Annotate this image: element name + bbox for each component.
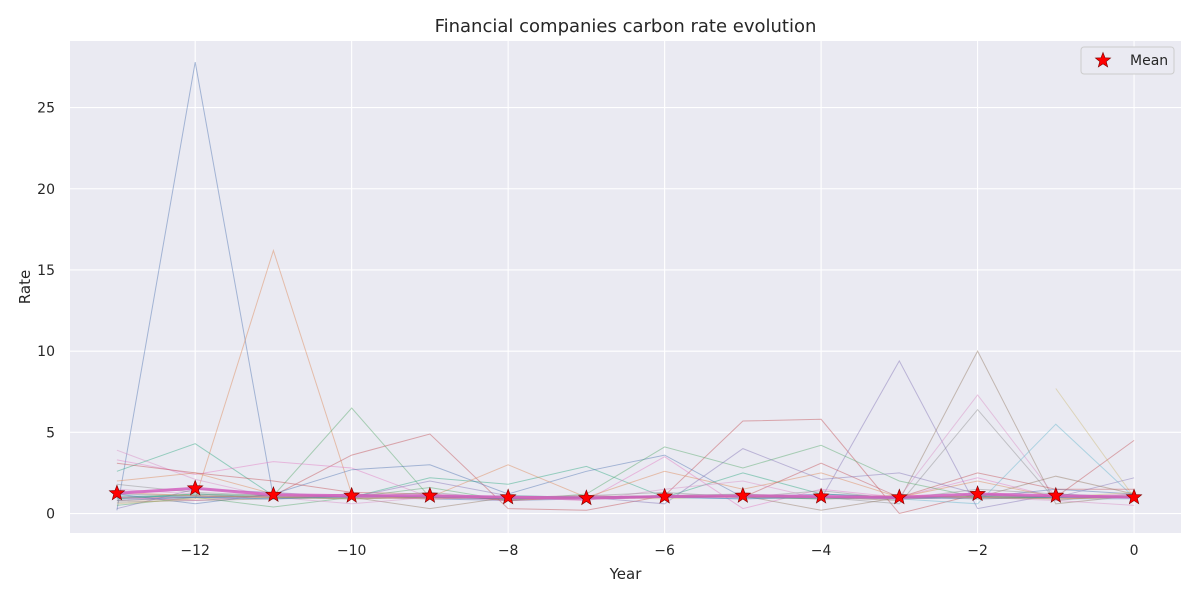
y-tick-label: 15: [37, 263, 55, 279]
x-tick-label: −8: [498, 543, 519, 559]
mean-point: [656, 487, 674, 504]
x-tick-label: −4: [811, 543, 832, 559]
x-axis-label: Year: [609, 565, 643, 583]
legend-box: [1080, 46, 1175, 75]
mean-point: [734, 486, 752, 503]
series-line: [1055, 388, 1135, 498]
mean-layer: [108, 479, 1143, 506]
mean-point: [812, 487, 830, 504]
x-tick-labels: −12 −10 −8 −6 −4 −2 0: [180, 543, 1138, 559]
mean-point: [969, 485, 986, 502]
mean-point: [1125, 488, 1143, 505]
x-tick-label: −2: [967, 543, 988, 559]
series-line: [116, 454, 1135, 505]
series-line: [116, 418, 1135, 515]
x-tick-label: 0: [1130, 543, 1139, 559]
x-tick-label: −6: [654, 543, 675, 559]
y-tick-labels: 0 5 10 15 20 25: [37, 101, 55, 523]
mean-point: [421, 486, 439, 503]
y-tick-label: 5: [46, 425, 55, 441]
mean-point: [186, 479, 204, 496]
y-tick-label: 25: [37, 101, 55, 117]
y-tick-label: 0: [46, 507, 55, 523]
series-line: [116, 448, 1135, 510]
series-line: [116, 480, 1135, 506]
mean-point: [499, 488, 517, 505]
x-tick-label: −12: [180, 543, 210, 559]
mean-point: [890, 488, 908, 505]
mean-point: [1047, 486, 1065, 503]
legend-star-icon: [1094, 51, 1112, 68]
grid: [70, 41, 1181, 533]
y-tick-label: 10: [37, 344, 55, 360]
mean-point: [577, 489, 595, 506]
y-axis-label: Rate: [16, 270, 34, 304]
legend-label-mean: Mean: [1130, 53, 1168, 69]
mean-point: [108, 484, 126, 501]
mean-point: [265, 485, 282, 502]
x-tick-label: −10: [337, 543, 367, 559]
legend: Mean: [1080, 46, 1175, 75]
y-tick-label: 20: [37, 182, 55, 198]
mean-line: [116, 486, 1135, 500]
series-line: [116, 456, 1135, 510]
chart-title: Financial companies carbon rate evolutio…: [435, 16, 817, 37]
mean-point: [343, 486, 361, 503]
plot-background: [70, 41, 1181, 533]
